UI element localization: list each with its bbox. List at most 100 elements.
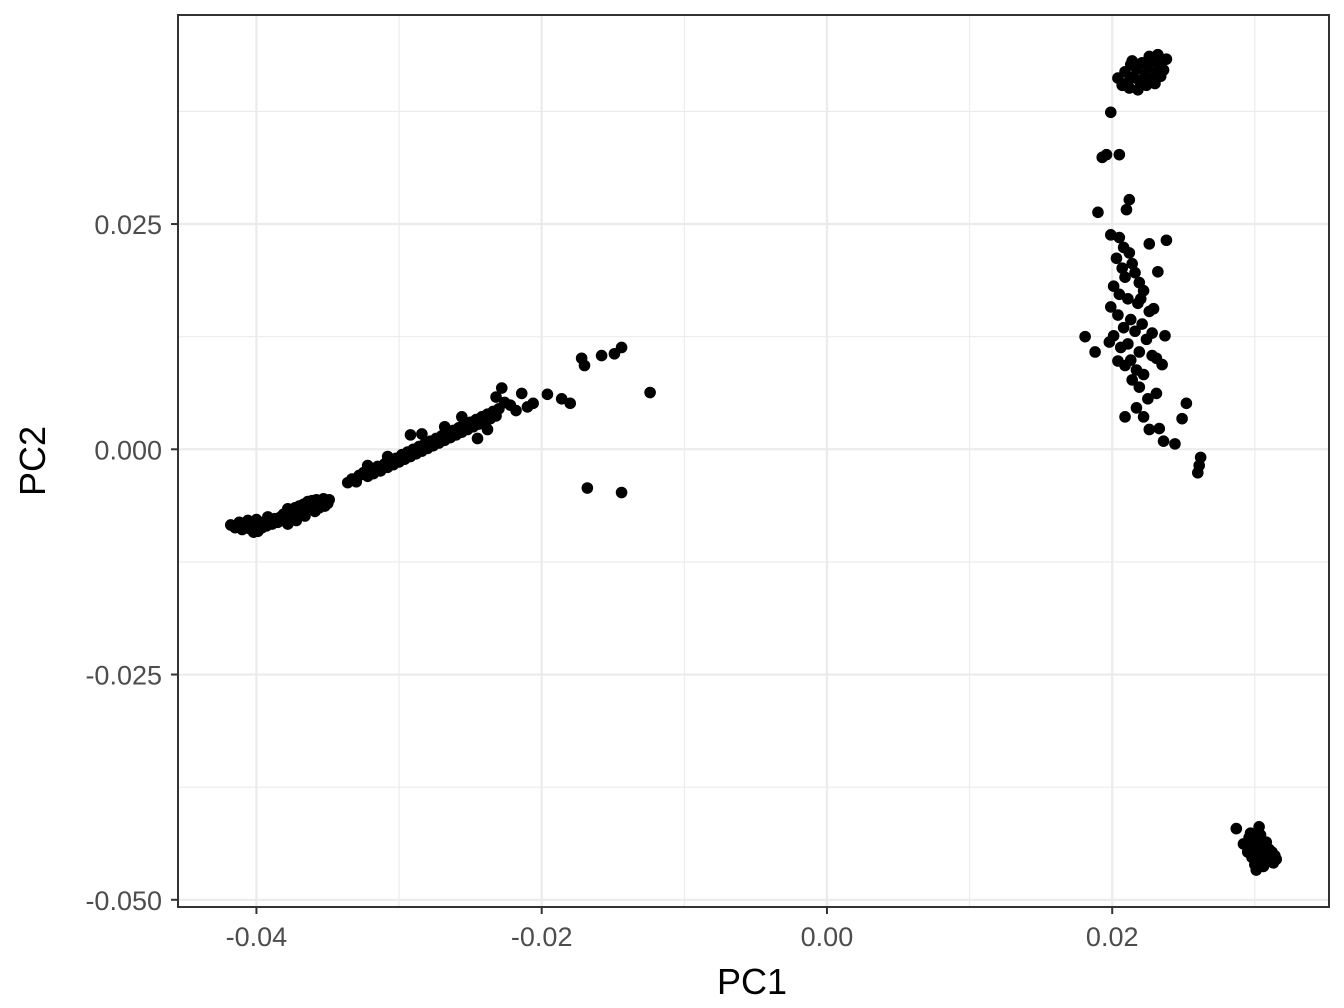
data-point: [1089, 346, 1101, 358]
data-point: [1119, 271, 1131, 283]
data-point: [381, 450, 394, 463]
data-point: [471, 432, 484, 445]
data-point: [615, 486, 628, 499]
data-point: [1143, 423, 1156, 436]
data-point: [1150, 387, 1163, 400]
y-tick-label: 0.000: [94, 435, 162, 465]
data-point: [247, 526, 260, 538]
data-point: [490, 391, 502, 403]
data-point: [578, 359, 591, 372]
data-point: [1103, 336, 1116, 348]
data-point: [595, 349, 608, 362]
data-point: [581, 482, 594, 494]
data-point: [564, 397, 577, 410]
data-point: [1153, 422, 1166, 435]
data-point: [1110, 252, 1123, 265]
data-point: [1117, 321, 1130, 334]
data-point: [1126, 374, 1138, 386]
data-point: [1122, 293, 1134, 305]
data-point: [1112, 309, 1124, 321]
scatter-points: [224, 48, 1283, 876]
data-point: [1129, 266, 1141, 279]
data-point: [527, 397, 539, 410]
data-point: [1136, 318, 1148, 330]
data-point: [1152, 265, 1164, 278]
data-point: [495, 382, 508, 394]
data-point: [1253, 821, 1265, 833]
data-point: [1157, 435, 1170, 447]
data-point: [1149, 77, 1161, 90]
data-point: [1112, 355, 1124, 367]
data-point: [1180, 397, 1193, 410]
data-point: [1243, 831, 1255, 844]
data-point: [1137, 411, 1150, 423]
plot-panel: [177, 14, 1330, 908]
data-point: [404, 429, 417, 441]
panel-background: [178, 15, 1329, 907]
data-point: [1092, 206, 1104, 219]
data-point: [361, 459, 374, 472]
data-point: [1116, 262, 1128, 274]
data-point: [1147, 302, 1160, 315]
data-point: [1160, 234, 1173, 247]
data-point: [1126, 55, 1138, 67]
data-point: [1130, 402, 1143, 414]
data-point: [1146, 327, 1158, 339]
data-point: [1143, 238, 1156, 250]
x-tick-label: 0.00: [801, 922, 854, 952]
data-point: [515, 387, 528, 400]
data-point: [1114, 341, 1127, 354]
data-point: [1142, 393, 1154, 405]
data-point: [615, 341, 628, 354]
y-axis-title: PC2: [12, 426, 53, 496]
data-point: [1113, 231, 1126, 244]
minor-gridlines: [178, 15, 1329, 907]
data-point: [1159, 329, 1171, 342]
data-point: [1157, 64, 1170, 76]
data-point: [541, 388, 554, 401]
x-axis: -0.04 -0.02 0.00 0.02: [226, 907, 1139, 952]
y-tick-label: -0.025: [85, 661, 162, 691]
data-point: [323, 493, 335, 506]
data-point: [1100, 148, 1113, 161]
data-point: [416, 428, 428, 440]
data-point: [1113, 288, 1126, 301]
x-tick-label: -0.02: [511, 922, 573, 952]
x-tick-label: -0.04: [226, 922, 288, 952]
data-point: [644, 386, 656, 399]
data-point: [456, 411, 468, 423]
data-point: [1176, 412, 1188, 425]
data-point: [1123, 247, 1136, 259]
data-point: [1132, 83, 1144, 96]
data-point: [1156, 358, 1168, 371]
data-point: [1250, 864, 1263, 876]
data-point: [290, 514, 303, 527]
data-point: [1107, 280, 1120, 293]
x-axis-title: PC1: [717, 961, 787, 1002]
data-point: [1129, 325, 1141, 338]
data-point: [1169, 438, 1181, 450]
data-point: [1120, 203, 1133, 216]
x-tick-label: 0.02: [1086, 922, 1139, 952]
data-point: [1137, 368, 1150, 381]
data-point: [1230, 822, 1243, 835]
y-axis: -0.050 -0.025 0.000 0.025: [85, 210, 178, 916]
data-point: [1133, 346, 1146, 358]
data-point: [1191, 466, 1204, 479]
data-point: [1113, 148, 1126, 161]
data-point: [1119, 411, 1131, 423]
y-tick-label: 0.025: [94, 210, 162, 240]
data-point: [1134, 293, 1147, 305]
data-point: [1079, 330, 1091, 343]
data-point: [1133, 381, 1146, 393]
data-point: [510, 404, 522, 417]
data-point: [1160, 53, 1173, 65]
y-tick-label: -0.050: [85, 886, 162, 916]
data-point: [1104, 106, 1117, 119]
data-point: [262, 511, 274, 523]
data-point: [1143, 50, 1156, 63]
data-point: [1116, 79, 1128, 92]
data-point: [1124, 313, 1137, 326]
data-point: [1104, 301, 1117, 313]
